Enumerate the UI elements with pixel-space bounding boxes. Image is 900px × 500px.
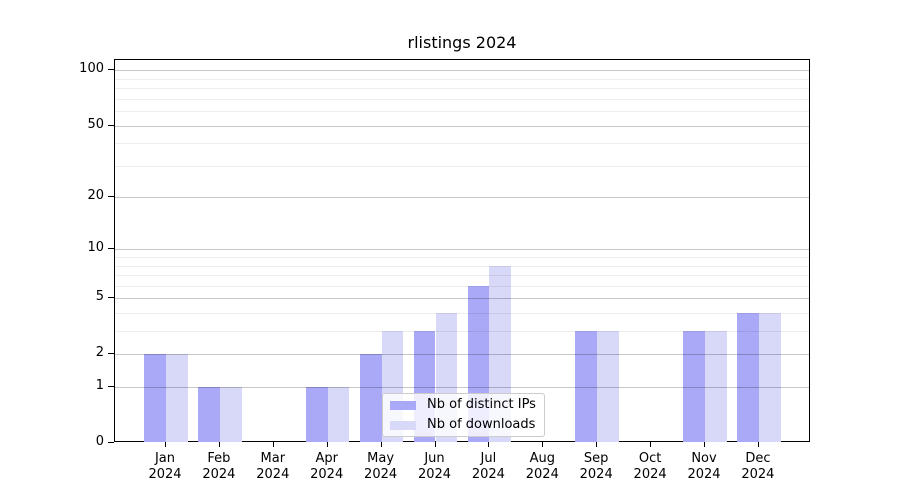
x-tick-mark-oct	[650, 442, 652, 447]
bar-nb-of-downloads-dec-2024	[758, 313, 781, 442]
legend-swatch-downloads-icon	[390, 420, 416, 430]
x-tick-mark-jun	[434, 442, 436, 447]
x-tick-mark-sep	[596, 442, 598, 447]
x-tick-label-sep-2024: Sep 2024	[579, 451, 613, 482]
bars-layer	[115, 60, 809, 442]
x-tick-label-dec-2024: Dec 2024	[741, 451, 775, 482]
x-tick-mark-nov	[704, 442, 705, 447]
x-tick-label-apr-2024: Apr 2024	[310, 451, 344, 482]
y-tick-label-20: 20	[87, 188, 104, 204]
bar-nb-of-distinct-ips-apr-2024	[305, 387, 328, 442]
bar-nb-of-downloads-jan-2024	[166, 354, 188, 442]
x-tick-label-jul-2024: Jul 2024	[471, 451, 505, 482]
y-tick-mark-1	[108, 386, 114, 388]
legend: Nb of distinct IPs Nb of downloads	[382, 393, 545, 437]
y-tick-mark-20	[108, 196, 114, 198]
x-tick-label-jun-2024: Jun 2024	[417, 451, 452, 482]
plot-area	[114, 59, 810, 442]
legend-swatch-distinct-ips-icon	[390, 400, 416, 410]
y-tick-label-5: 5	[95, 289, 104, 305]
legend-label-distinct-ips: Nb of distinct IPs	[427, 397, 536, 412]
bar-nb-of-distinct-ips-dec-2024	[737, 313, 759, 442]
bar-nb-of-distinct-ips-feb-2024	[198, 387, 220, 442]
bar-nb-of-downloads-feb-2024	[219, 387, 242, 442]
y-tick-mark-0	[108, 442, 114, 443]
y-tick-mark-2	[108, 353, 114, 355]
x-tick-label-oct-2024: Oct 2024	[633, 451, 667, 482]
y-tick-label-100: 100	[79, 61, 104, 77]
y-tick-label-0: 0	[95, 434, 104, 449]
y-tick-mark-5	[108, 297, 114, 299]
x-tick-mark-feb	[218, 442, 220, 447]
x-tick-mark-mar	[272, 442, 274, 447]
y-tick-label-2: 2	[95, 345, 104, 361]
y-tick-mark-10	[108, 248, 114, 250]
legend-item-downloads: Nb of downloads	[390, 417, 537, 433]
x-tick-mark-jan	[165, 442, 166, 447]
x-tick-label-mar-2024: Mar 2024	[256, 451, 290, 482]
x-tick-label-aug-2024: Aug 2024	[525, 451, 559, 482]
x-tick-mark-jul	[488, 442, 490, 447]
x-tick-label-jan-2024: Jan 2024	[148, 451, 182, 482]
bar-nb-of-distinct-ips-jan-2024	[144, 354, 166, 442]
bar-nb-of-distinct-ips-sep-2024	[575, 331, 598, 442]
y-tick-label-1: 1	[95, 378, 104, 394]
bar-nb-of-downloads-apr-2024	[327, 387, 350, 442]
y-tick-label-10: 10	[87, 240, 104, 256]
x-tick-mark-apr	[326, 442, 328, 447]
x-tick-label-feb-2024: Feb 2024	[202, 451, 236, 482]
bar-nb-of-downloads-nov-2024	[705, 331, 727, 442]
bar-nb-of-distinct-ips-may-2024	[359, 354, 382, 442]
y-tick-mark-100	[108, 69, 114, 71]
y-tick-mark-50	[108, 124, 114, 126]
chart-title: rlistings 2024	[407, 33, 517, 52]
legend-item-distinct-ips: Nb of distinct IPs	[390, 397, 537, 413]
x-tick-label-may-2024: May 2024	[364, 451, 398, 482]
bar-nb-of-downloads-sep-2024	[597, 331, 619, 442]
x-tick-label-nov-2024: Nov 2024	[687, 451, 721, 482]
x-tick-mark-may	[380, 442, 382, 447]
bar-nb-of-distinct-ips-nov-2024	[683, 331, 705, 442]
y-tick-label-50: 50	[87, 116, 104, 132]
legend-label-downloads: Nb of downloads	[427, 417, 536, 432]
x-tick-mark-aug	[542, 442, 544, 447]
x-tick-mark-dec	[757, 442, 759, 447]
